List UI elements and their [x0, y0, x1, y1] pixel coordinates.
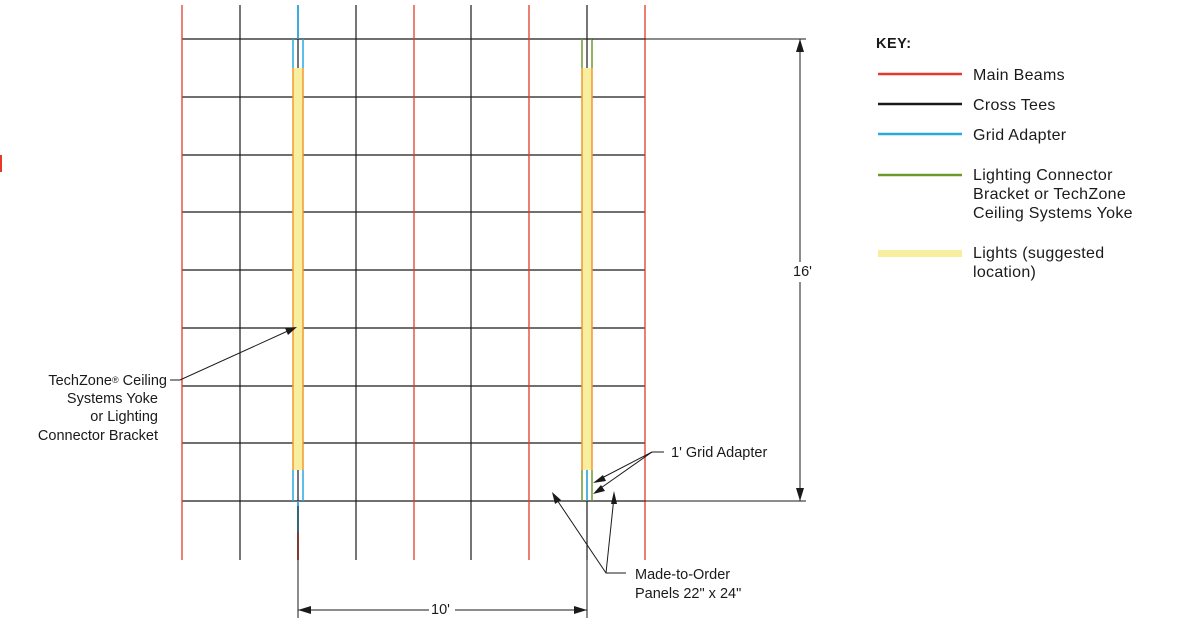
panels-callout-line-2: Panels 22" x 24"	[635, 586, 741, 602]
yoke-callout-brand: TechZone	[48, 373, 112, 389]
panels-arrow-icon-1	[552, 492, 561, 504]
yoke-callout-line-4: Connector Bracket	[38, 428, 158, 444]
yoke-callout-label: TechZone® Ceiling	[48, 373, 167, 389]
light-fixture-fill	[293, 68, 303, 470]
legend-item-grid-adapter: Grid Adapter	[878, 127, 1067, 144]
panels-callout-leader	[552, 491, 626, 574]
adapter-arrow-icon-1	[593, 475, 606, 483]
legend-label-cross-tees: Cross Tees	[973, 97, 1056, 114]
arrow-up-icon	[796, 39, 804, 52]
legend-item-lighting-connector: Lighting Connector Bracket or TechZone C…	[878, 167, 1133, 222]
light-fixture-fill	[582, 68, 592, 470]
legend-label-lights-2: location)	[973, 264, 1036, 281]
yoke-leader-line	[170, 329, 291, 381]
arrow-left-icon	[298, 606, 311, 614]
panels-leader-line-2	[605, 496, 615, 574]
arrow-down-icon	[796, 488, 804, 501]
registered-mark: ®	[112, 375, 119, 385]
ceiling-grid	[181, 5, 646, 560]
lights-swatch	[878, 250, 962, 257]
legend-label-connector-3: Ceiling Systems Yoke	[973, 205, 1133, 222]
legend-label-lights-1: Lights (suggested	[973, 245, 1104, 262]
adapter-arrow-icon-2	[593, 485, 605, 494]
yoke-callout-line-2: Systems Yoke	[67, 391, 158, 407]
yoke-arrow-icon	[285, 327, 297, 335]
yoke-callout-line-3: or Lighting	[90, 409, 158, 425]
height-dimension-label: 16'	[793, 264, 812, 280]
legend-label-grid-adapter: Grid Adapter	[973, 127, 1067, 144]
main-beams	[181, 5, 646, 560]
legend-label-connector-2: Bracket or TechZone	[973, 186, 1126, 203]
legend-item-main-beams: Main Beams	[878, 67, 1065, 84]
legend-item-lights: Lights (suggested location)	[878, 245, 1104, 281]
adapter-callout-leader	[593, 451, 664, 494]
legend: KEY: Main Beams Cross Tees Grid Adapter …	[876, 36, 1133, 281]
adapter-leader-line-2	[597, 451, 653, 491]
dimension-width	[297, 506, 588, 618]
width-dimension-label: 10'	[431, 602, 450, 618]
panels-callout-line-1: Made-to-Order	[635, 567, 730, 583]
adapter-callout-label: 1' Grid Adapter	[671, 445, 767, 461]
adapter-leader-line-1	[597, 451, 664, 481]
light-fixtures	[292, 5, 593, 560]
yoke-callout-suffix: Ceiling	[119, 373, 167, 389]
arrow-right-icon	[574, 606, 587, 614]
legend-label-connector-1: Lighting Connector	[973, 167, 1113, 184]
dimension-height	[592, 38, 806, 502]
legend-label-main-beams: Main Beams	[973, 67, 1065, 84]
legend-title: KEY:	[876, 36, 912, 52]
panels-leader-line-1	[554, 496, 626, 574]
panels-arrow-icon-2	[611, 491, 617, 504]
legend-item-cross-tees: Cross Tees	[878, 97, 1056, 114]
yoke-callout-leader	[170, 327, 297, 381]
